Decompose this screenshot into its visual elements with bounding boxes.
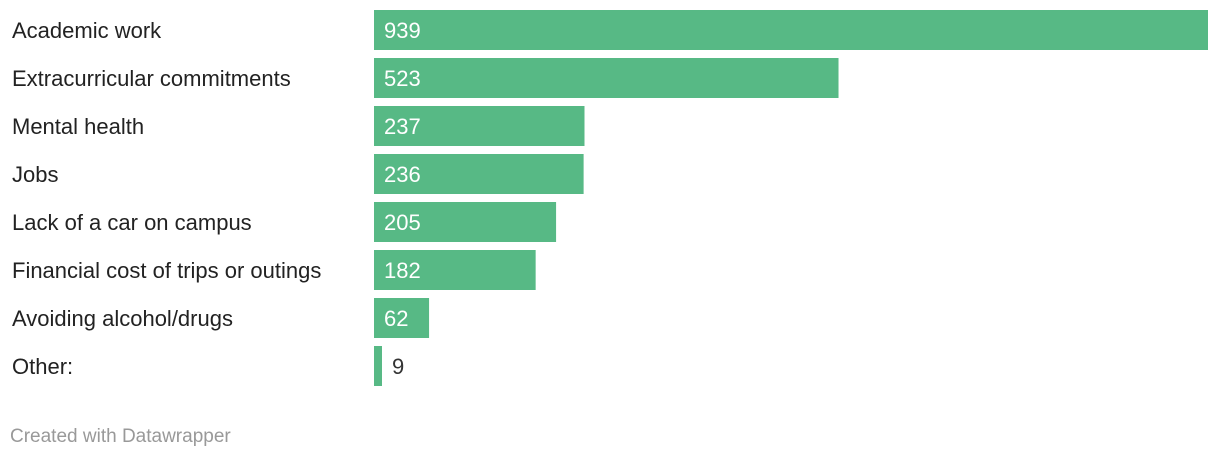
bar xyxy=(374,346,382,386)
bar xyxy=(374,10,1208,50)
bar-row: Jobs 236 xyxy=(12,154,584,194)
category-label: Academic work xyxy=(12,18,162,43)
category-label: Other: xyxy=(12,354,73,379)
bar-row: Financial cost of trips or outings 182 xyxy=(12,250,536,290)
bar-row: Other: 9 xyxy=(12,346,404,386)
value-label: 939 xyxy=(384,18,421,43)
bar xyxy=(374,58,839,98)
bar-row: Academic work 939 xyxy=(12,10,1208,50)
category-label: Lack of a car on campus xyxy=(12,210,252,235)
category-label: Extracurricular commitments xyxy=(12,66,291,91)
bar xyxy=(374,298,430,338)
category-label: Financial cost of trips or outings xyxy=(12,258,321,283)
bar xyxy=(374,154,584,194)
category-label: Jobs xyxy=(12,162,58,187)
value-label: 236 xyxy=(384,162,421,187)
value-label: 62 xyxy=(384,306,408,331)
credit-text[interactable]: Created with Datawrapper xyxy=(10,426,231,447)
bar-row: Mental health 237 xyxy=(12,106,585,146)
category-label: Mental health xyxy=(12,114,144,139)
value-label: 205 xyxy=(384,210,421,235)
bar-row: Extracurricular commitments 523 xyxy=(12,58,839,98)
bar-row: Avoiding alcohol/drugs 62 xyxy=(12,298,430,338)
value-label: 182 xyxy=(384,258,421,283)
category-label: Avoiding alcohol/drugs xyxy=(12,306,233,331)
value-label: 237 xyxy=(384,114,421,139)
value-label: 523 xyxy=(384,66,421,91)
bar-row: Lack of a car on campus 205 xyxy=(12,202,557,242)
bar xyxy=(374,250,536,290)
bar xyxy=(374,106,585,146)
value-label: 9 xyxy=(392,354,404,379)
bar xyxy=(374,202,557,242)
